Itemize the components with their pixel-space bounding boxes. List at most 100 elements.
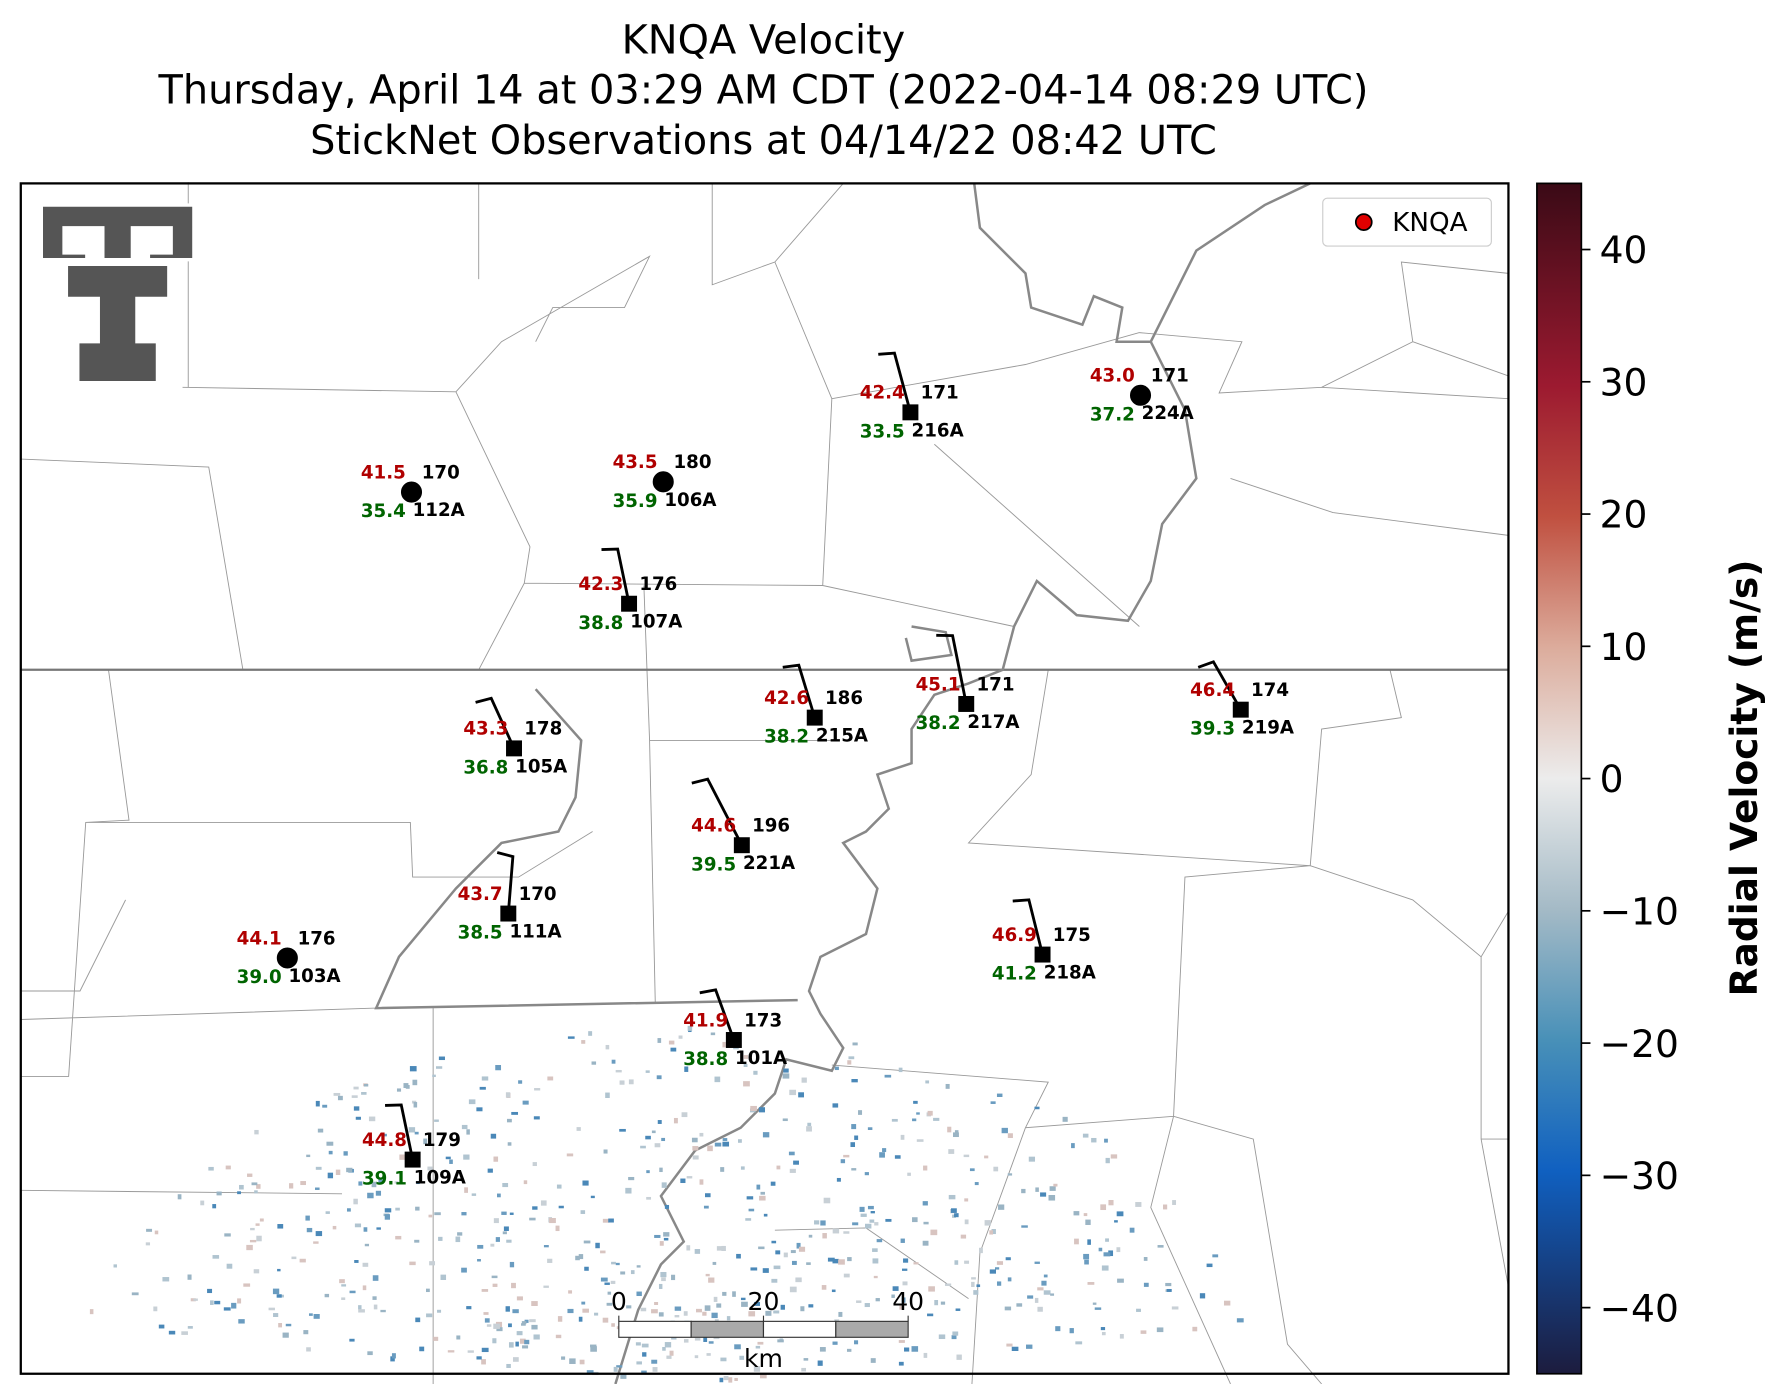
radar-echo xyxy=(758,1107,766,1113)
radar-echo xyxy=(758,1246,765,1250)
radar-echo xyxy=(353,1198,358,1205)
radar-echo xyxy=(426,1288,430,1293)
radar-echo xyxy=(838,1259,845,1265)
radar-echo xyxy=(626,1305,632,1309)
radar-echo xyxy=(246,1244,253,1251)
radar-echo xyxy=(581,1301,586,1305)
station: 43.7 170 38.5 111A xyxy=(458,851,562,944)
radar-echo xyxy=(960,1234,967,1239)
radar-echo xyxy=(354,1260,359,1263)
station-id: 112A xyxy=(413,500,466,521)
radar-echo xyxy=(759,1373,767,1379)
radar-echo xyxy=(464,1187,468,1193)
radar-echo xyxy=(578,1316,583,1322)
radar-echo xyxy=(694,1249,701,1254)
radar-echo xyxy=(243,1283,251,1287)
radar-echo xyxy=(620,1271,626,1275)
wind-barb xyxy=(782,663,817,719)
radar-echo xyxy=(801,1077,807,1083)
radar-echo xyxy=(607,1291,612,1295)
radar-echo xyxy=(1116,1211,1124,1217)
radar-echo xyxy=(745,1218,752,1221)
station-id: 103A xyxy=(288,966,341,987)
radar-echo xyxy=(686,1176,693,1179)
radar-echo xyxy=(531,1301,538,1306)
radar-echo xyxy=(808,1304,814,1308)
radar-echo xyxy=(193,1298,198,1301)
radar-echo xyxy=(894,1155,901,1159)
scale-segment xyxy=(762,1320,837,1338)
radar-echo xyxy=(873,1275,878,1279)
radar-echo xyxy=(707,1145,713,1152)
radar-echo xyxy=(705,1273,710,1277)
radar-echo xyxy=(315,1187,320,1190)
radar-echo xyxy=(461,1124,468,1130)
radar-echo xyxy=(372,1275,379,1281)
radar-echo xyxy=(327,1172,334,1179)
radar-echo xyxy=(362,1285,367,1291)
radar-echo xyxy=(762,1268,769,1273)
radar-echo xyxy=(1172,1200,1177,1205)
radar-echo xyxy=(495,1237,500,1242)
direction: 171 xyxy=(921,383,959,404)
radar-echo xyxy=(1192,1326,1198,1332)
radar-echo xyxy=(131,1292,139,1296)
radar-echo xyxy=(874,1222,879,1226)
radar-echo xyxy=(843,1273,850,1278)
station-id: 216A xyxy=(912,420,965,441)
radar-echo xyxy=(673,1117,678,1124)
radar-echo xyxy=(832,1228,840,1234)
title-line: StickNet Observations at 04/14/22 08:42 … xyxy=(310,118,1217,164)
radar-echo xyxy=(364,1243,370,1247)
radar-echo xyxy=(771,1240,777,1244)
radar-echo xyxy=(860,1213,867,1217)
radar-echo xyxy=(716,1303,722,1308)
station: 43.3 178 36.8 105A xyxy=(463,696,568,778)
radar-echo xyxy=(162,1277,170,1282)
radar-echo xyxy=(984,1220,991,1226)
radar-echo xyxy=(654,1302,659,1305)
radar-echo xyxy=(864,1172,869,1176)
radar-echo xyxy=(423,1138,428,1145)
radar-echo xyxy=(800,1306,805,1312)
radar-echo xyxy=(611,1059,616,1064)
radar-echo xyxy=(662,1346,666,1351)
radar-echo xyxy=(947,1126,952,1133)
radar-echo xyxy=(969,1168,975,1172)
lower-value: 39.1 xyxy=(362,1169,407,1190)
radar-echo xyxy=(586,1370,594,1375)
radar-echo xyxy=(666,1355,672,1359)
radar-echo xyxy=(726,1316,731,1321)
radar-echo xyxy=(212,1204,217,1209)
radar-echo xyxy=(154,1230,159,1235)
radar-echo xyxy=(521,1321,527,1325)
radar-echo xyxy=(755,1345,761,1349)
radar-echo xyxy=(367,1192,374,1199)
radar-echo xyxy=(153,1306,158,1312)
radar-echo xyxy=(884,1074,892,1078)
radar-echo xyxy=(1001,1127,1008,1134)
direction: 186 xyxy=(825,688,863,709)
colorbar-tick-label: 10 xyxy=(1600,625,1648,669)
radar-echo xyxy=(277,1268,281,1272)
radar-echo xyxy=(529,1217,536,1221)
radar-echo xyxy=(501,1211,507,1215)
radar-echo xyxy=(674,1306,682,1311)
radar-echo xyxy=(605,1044,610,1050)
radar-echo xyxy=(739,1355,745,1360)
radar-echo xyxy=(657,1038,662,1043)
radar-echo xyxy=(836,1177,841,1182)
radar-echo xyxy=(684,1066,689,1072)
radar-echo xyxy=(660,1271,667,1278)
radar-echo xyxy=(259,1218,264,1222)
radar-echo xyxy=(414,1131,419,1135)
wind-barb xyxy=(936,633,968,705)
radar-echo xyxy=(324,1293,330,1298)
radar-echo xyxy=(522,1100,529,1105)
radar-echo xyxy=(506,1118,512,1123)
wind-barb xyxy=(1012,898,1044,955)
lower-value: 38.2 xyxy=(916,713,961,734)
radar-echo xyxy=(872,1258,879,1264)
radar-echo xyxy=(951,1335,957,1340)
upper-value: 42.6 xyxy=(764,688,809,709)
